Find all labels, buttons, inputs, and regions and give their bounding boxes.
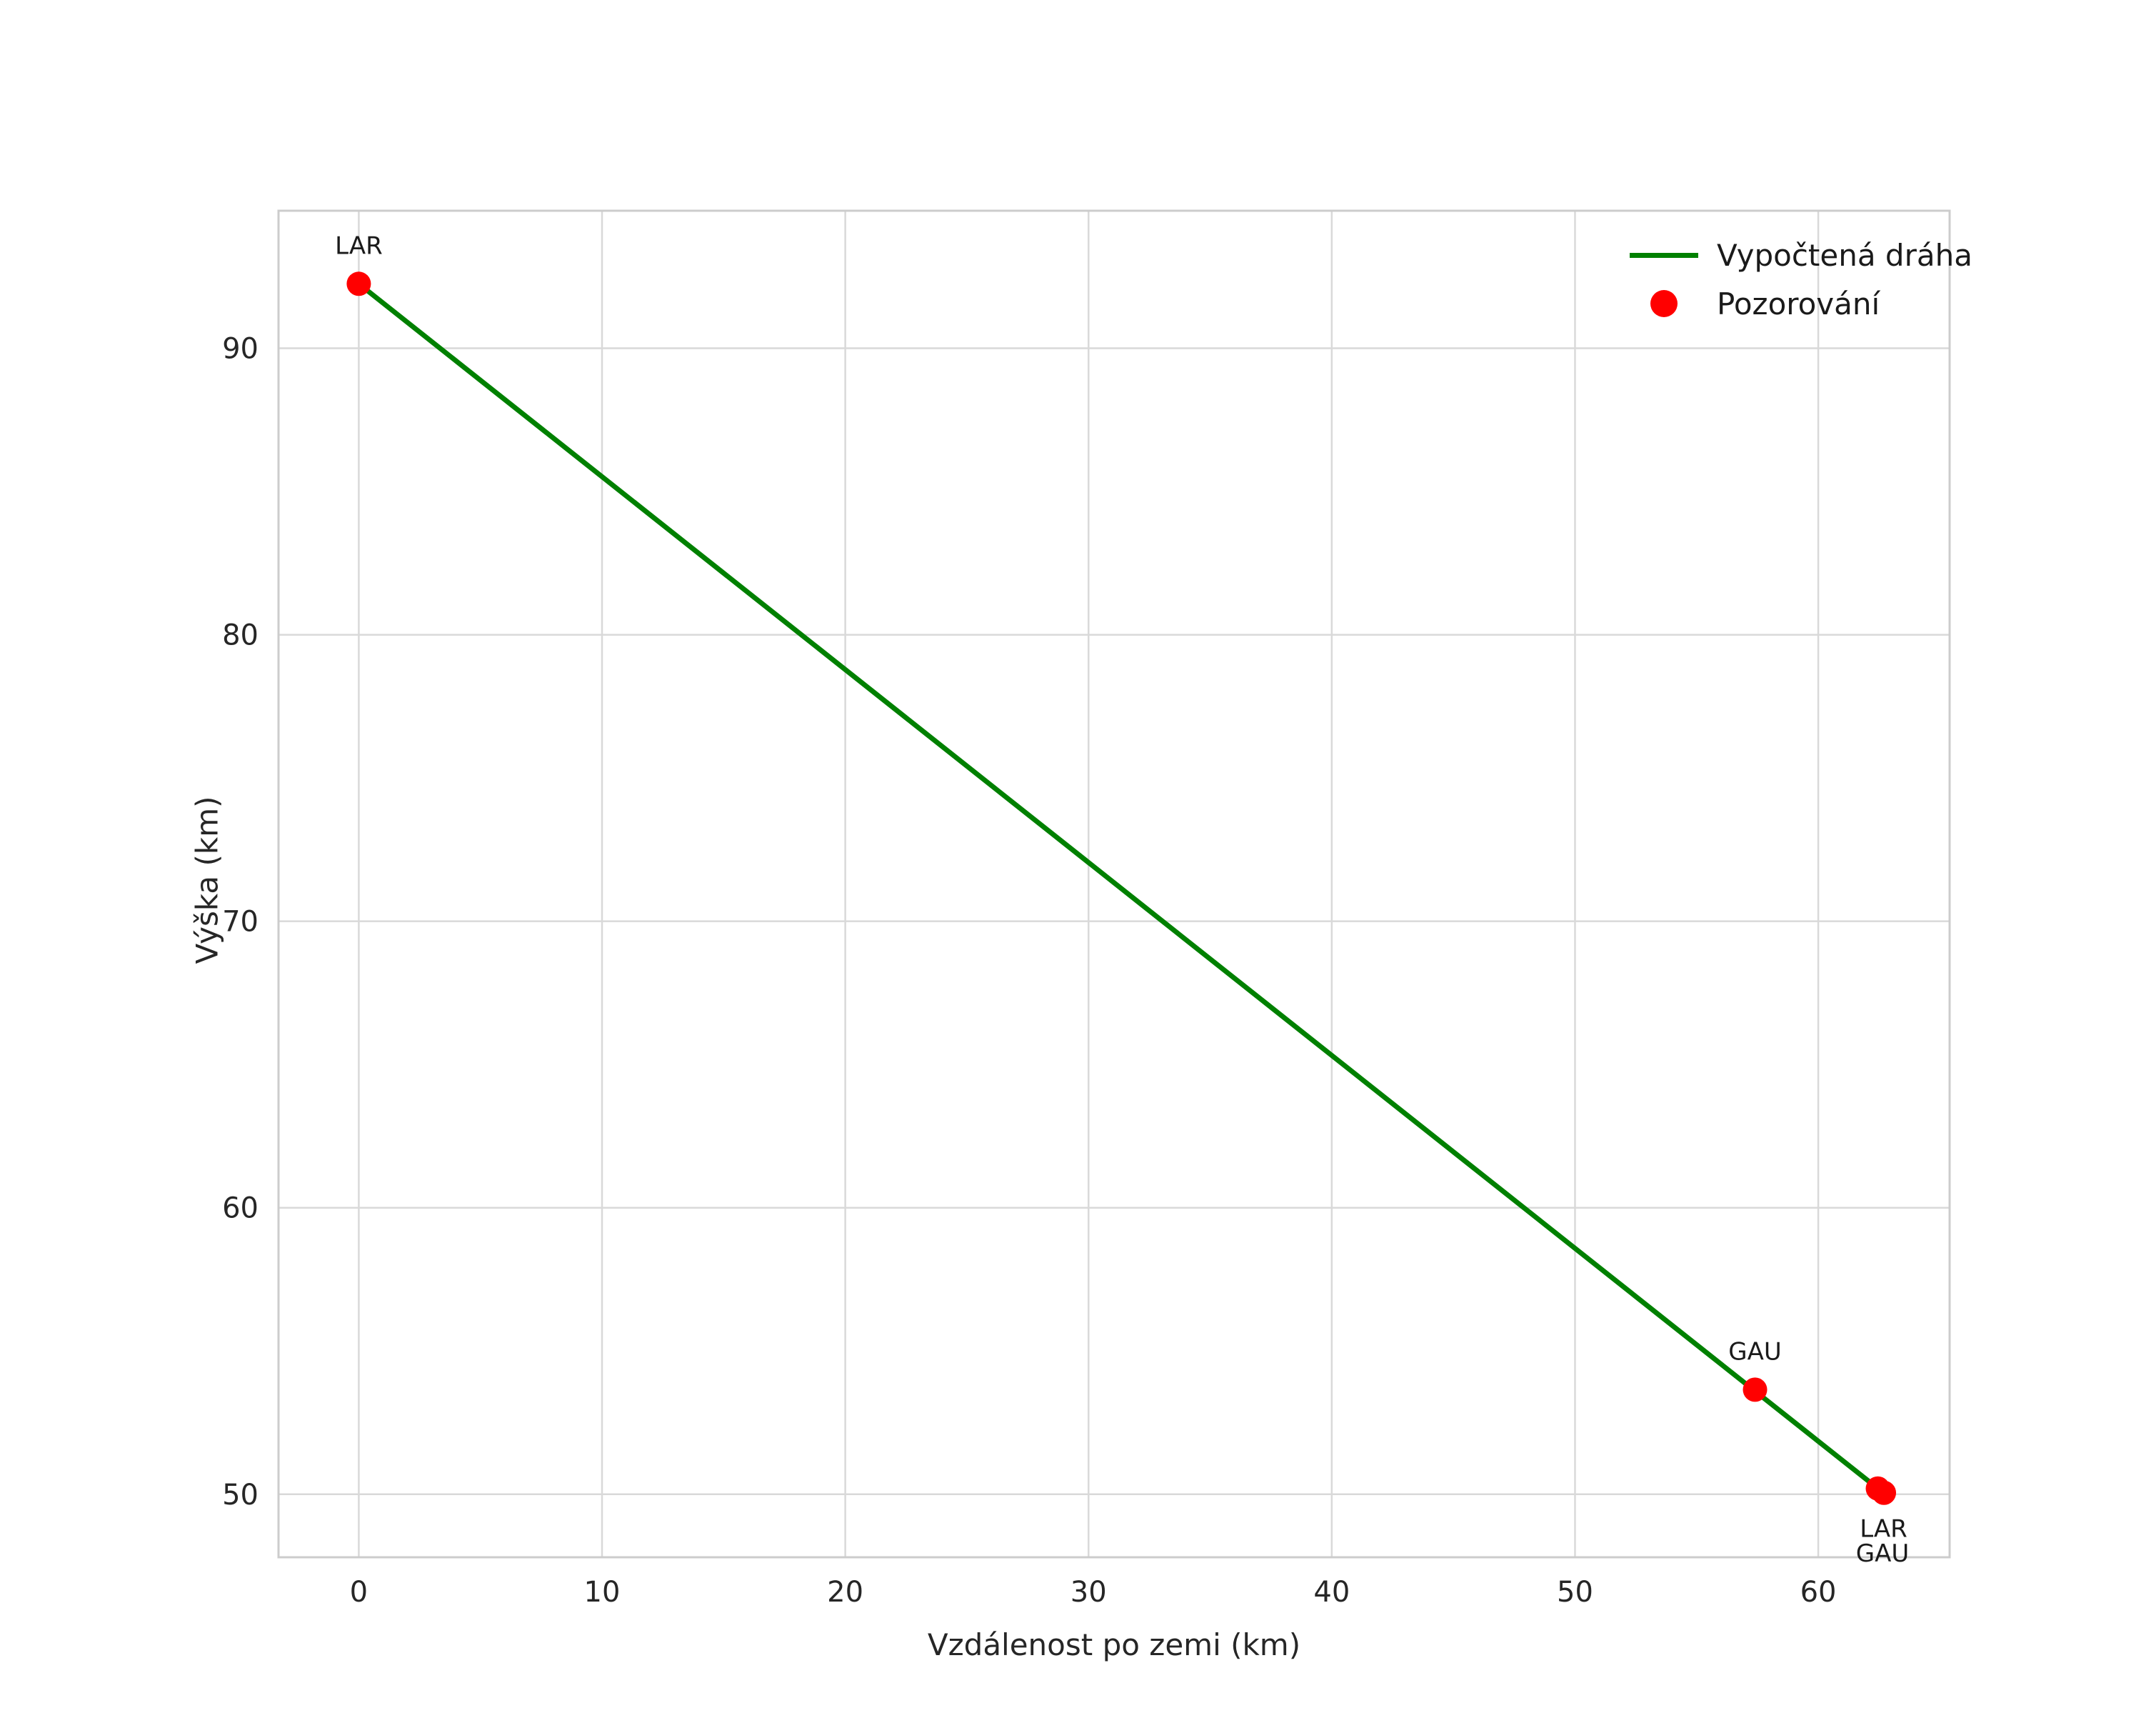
legend-item-observations: Pozorování bbox=[1630, 283, 1972, 324]
y-tick-label: 80 bbox=[222, 619, 259, 652]
observation-point-label: GAU bbox=[1728, 1337, 1782, 1366]
x-tick-label: 0 bbox=[350, 1576, 368, 1609]
dot-sample-icon bbox=[1650, 290, 1678, 317]
legend-line-sample bbox=[1630, 252, 1698, 258]
y-tick-label: 50 bbox=[222, 1479, 259, 1512]
x-tick-label: 20 bbox=[827, 1576, 863, 1609]
observation-point-label: GAU bbox=[1856, 1539, 1910, 1568]
observation-point bbox=[346, 271, 371, 296]
x-tick-label: 60 bbox=[1800, 1576, 1837, 1609]
trajectory-line bbox=[356, 281, 1885, 1494]
plot-frame bbox=[277, 209, 1951, 1559]
x-tick-label: 50 bbox=[1557, 1576, 1593, 1609]
observation-point-label: LAR bbox=[1860, 1515, 1907, 1544]
legend-label-trajectory: Vypočtená dráha bbox=[1717, 237, 1972, 273]
x-tick-label: 10 bbox=[584, 1576, 621, 1609]
y-tick-label: 60 bbox=[222, 1192, 259, 1225]
legend-item-trajectory: Vypočtená dráha bbox=[1630, 234, 1972, 276]
x-axis-label: Vzdálenost po zemi (km) bbox=[927, 1627, 1301, 1662]
x-tick-label: 40 bbox=[1313, 1576, 1350, 1609]
y-tick-label: 70 bbox=[222, 906, 259, 939]
observation-point bbox=[1743, 1377, 1768, 1402]
x-tick-label: 30 bbox=[1071, 1576, 1107, 1609]
y-tick-label: 90 bbox=[222, 333, 259, 366]
legend-dot-sample bbox=[1630, 290, 1698, 317]
y-axis-label: Výška (km) bbox=[189, 796, 225, 964]
legend-label-observations: Pozorování bbox=[1717, 286, 1880, 321]
observation-point bbox=[1872, 1480, 1897, 1505]
legend: Vypočtená dráha Pozorování bbox=[1630, 234, 1972, 324]
observation-point-label: LAR bbox=[335, 231, 383, 260]
line-sample-icon bbox=[1630, 252, 1698, 258]
